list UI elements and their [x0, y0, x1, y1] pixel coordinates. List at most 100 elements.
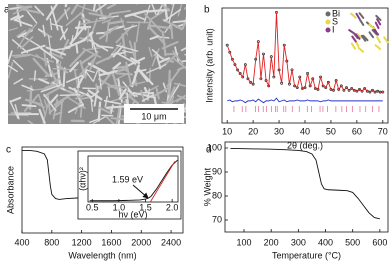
rod: [32, 57, 50, 77]
structure-stick: [355, 32, 363, 39]
legend-label: S: [332, 16, 338, 26]
panel-label: c: [6, 145, 11, 156]
rod: [137, 123, 140, 124]
panel-label: a: [4, 5, 10, 16]
x-tick-label: 30: [274, 126, 284, 136]
rod: [64, 8, 69, 20]
rod: [101, 19, 112, 24]
rod: [30, 54, 54, 63]
rod: [183, 102, 186, 108]
rod: [166, 86, 176, 103]
rod: [149, 35, 160, 40]
data-point: [360, 89, 364, 93]
rod: [105, 21, 110, 43]
rod: [95, 4, 108, 12]
data-point: [342, 88, 346, 92]
rod: [53, 94, 70, 106]
data-line: [227, 97, 383, 104]
rod: [30, 100, 46, 109]
structure-stick: [360, 34, 367, 42]
rod: [46, 57, 53, 78]
plot-frame: [21, 146, 184, 234]
rod: [131, 13, 146, 21]
x-tick-label: 2400: [161, 237, 181, 247]
rod: [90, 98, 94, 112]
rod: [79, 19, 104, 25]
rod: [184, 6, 186, 10]
rod: [129, 81, 146, 87]
x-tick-label: 70: [378, 126, 388, 136]
rod: [108, 20, 124, 25]
data-point: [371, 88, 374, 92]
rod: [170, 24, 174, 40]
y-axis-label: (αhν)²: [77, 167, 87, 191]
rod: [9, 100, 19, 120]
structure-stick: [376, 18, 382, 26]
y-tick-label: 90: [212, 166, 222, 176]
annotation: 1.59 eV: [112, 174, 143, 184]
rod: [60, 26, 66, 40]
rod: [80, 4, 86, 16]
data-point: [347, 88, 351, 92]
rod: [59, 94, 81, 97]
rod: [43, 84, 65, 98]
rod: [16, 9, 22, 27]
rod: [14, 104, 20, 120]
rod: [35, 53, 50, 65]
x-axis-label: 2θ (deg.): [287, 140, 323, 150]
rod: [122, 81, 136, 98]
rod: [11, 39, 29, 54]
rod: [120, 17, 129, 36]
rod: [80, 53, 96, 65]
y-axis-label: Intensity (arb. unit): [204, 28, 214, 103]
scale-bar-label: 10 μm: [141, 111, 166, 121]
rod: [160, 4, 170, 12]
x-tick-label: 20: [248, 126, 258, 136]
structure-stick: [383, 36, 389, 44]
rod: [49, 17, 53, 31]
rod: [151, 4, 157, 15]
rod: [112, 61, 122, 70]
rod: [136, 67, 154, 86]
rod: [39, 47, 60, 62]
structure-stick: [373, 28, 380, 36]
rod: [56, 63, 69, 74]
rod: [45, 46, 67, 56]
rod: [55, 7, 71, 23]
x-tick-label: 50: [326, 126, 336, 136]
rod: [113, 72, 129, 81]
rod: [22, 8, 42, 14]
rod: [98, 106, 112, 115]
rod: [69, 25, 86, 45]
structure-stick: [374, 44, 382, 51]
rod: [75, 93, 86, 100]
rod: [168, 4, 175, 23]
x-tick-label: 400: [318, 237, 333, 247]
rod: [69, 49, 86, 68]
rod: [70, 34, 74, 46]
x-tick-label: 1200: [72, 237, 92, 247]
structure-stick: [351, 35, 357, 43]
rod: [76, 69, 88, 89]
x-tick-label: 400: [14, 237, 29, 247]
x-tick-label: 10: [222, 126, 232, 136]
rod: [166, 67, 182, 87]
rod: [44, 83, 57, 89]
data-point: [238, 72, 242, 75]
rod: [76, 4, 98, 13]
data-point: [363, 87, 367, 90]
rod: [8, 27, 19, 32]
rod: [132, 91, 157, 99]
legend-marker: [325, 27, 331, 33]
x-tick-label: 40: [300, 126, 310, 136]
x-tick-label: 300: [291, 237, 306, 247]
rod: [74, 20, 81, 39]
rod: [148, 26, 166, 45]
rod: [25, 8, 38, 24]
rod: [67, 103, 84, 114]
rod: [92, 70, 99, 83]
rod: [180, 47, 186, 52]
rod: [21, 84, 34, 91]
rod: [117, 107, 122, 124]
rod: [172, 20, 186, 24]
